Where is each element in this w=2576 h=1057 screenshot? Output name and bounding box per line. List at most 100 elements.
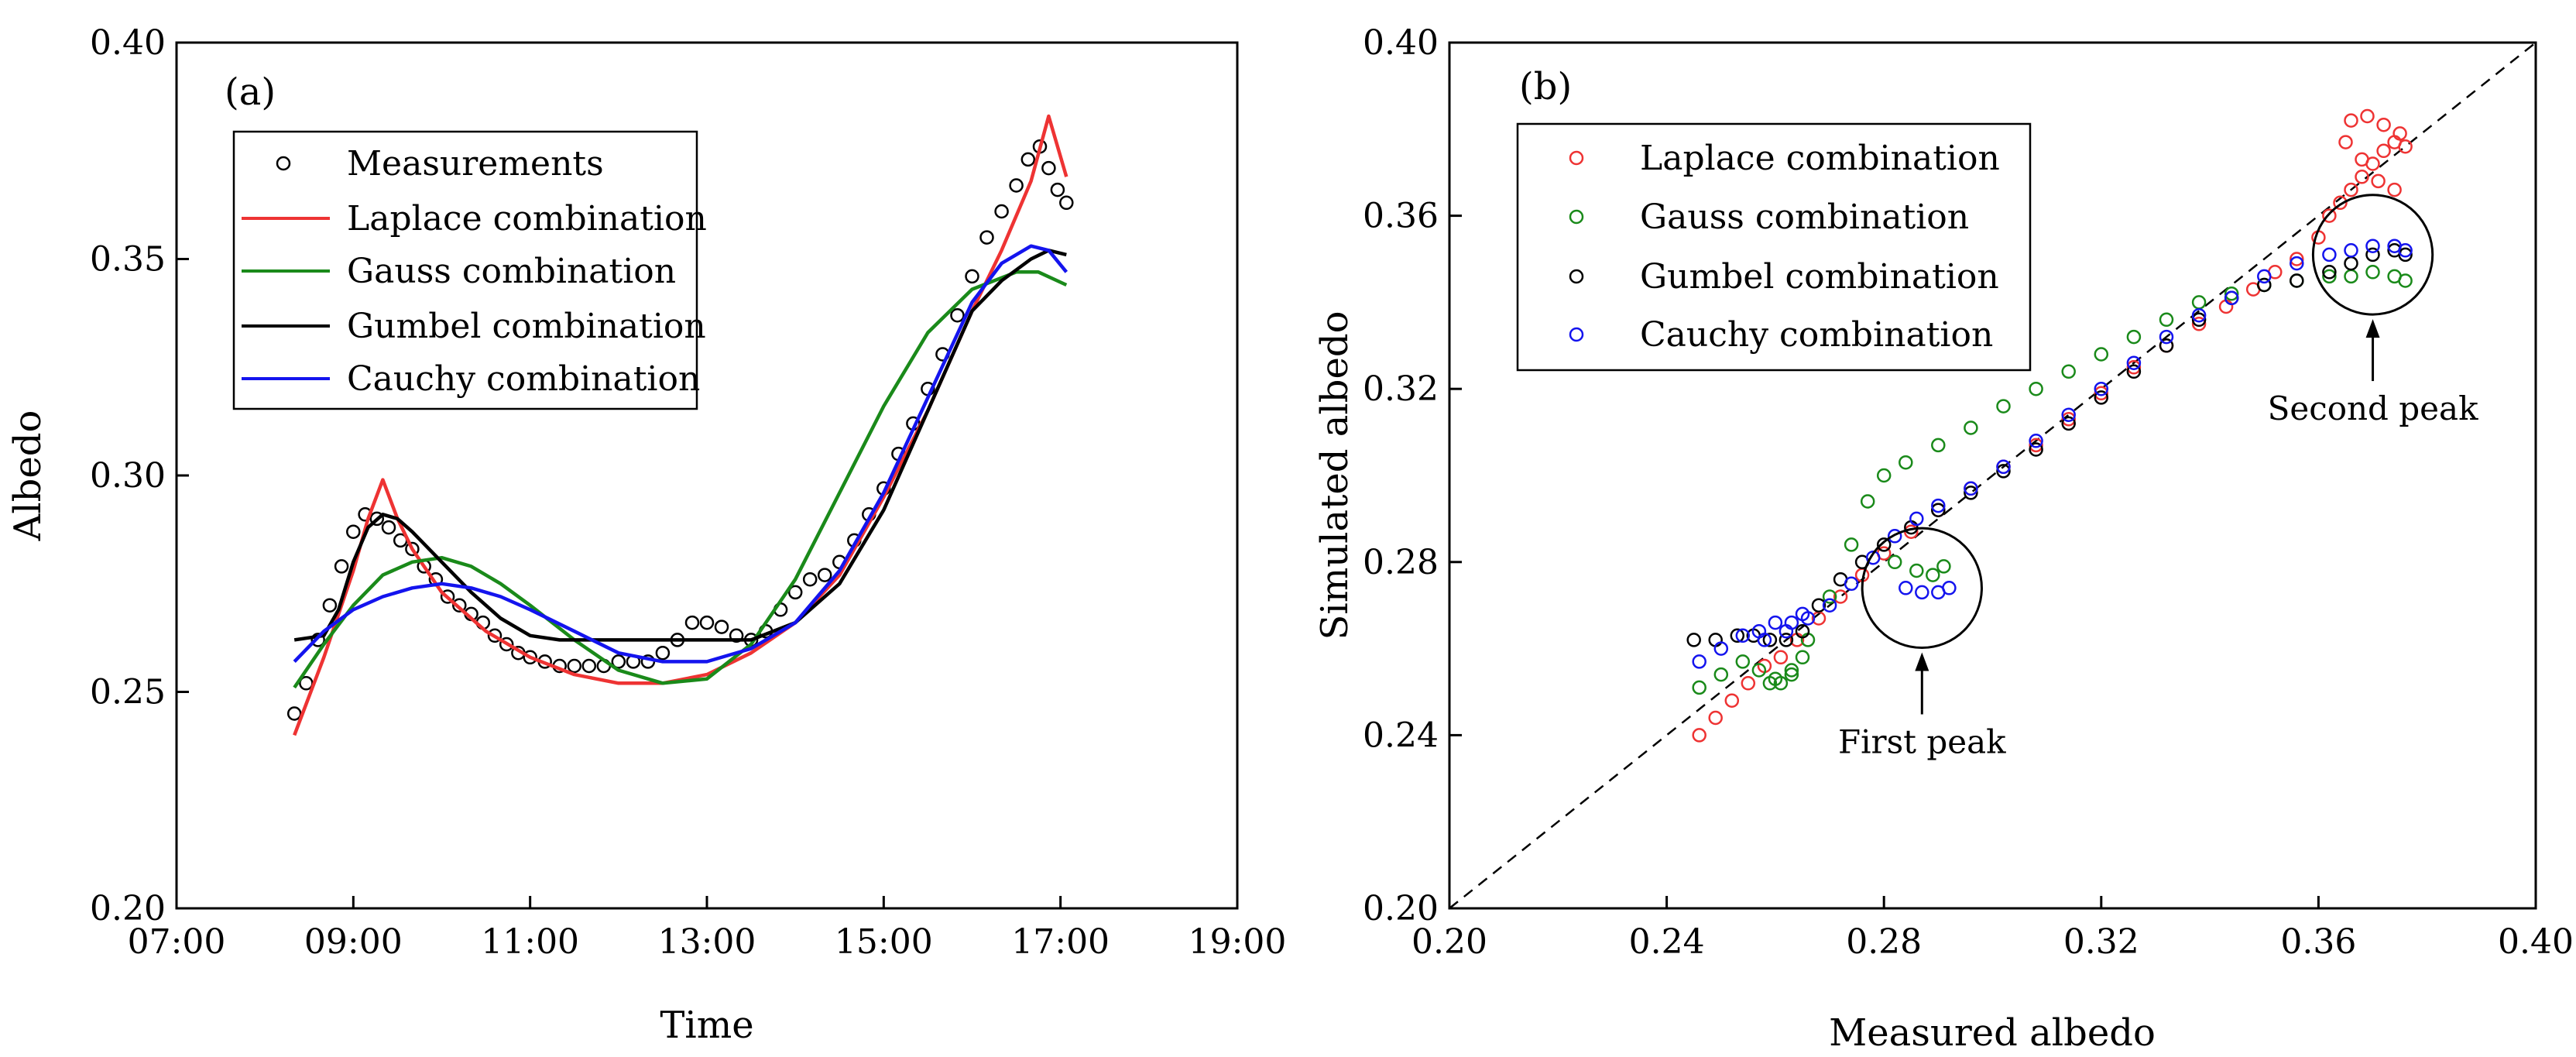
scatter-point-cauchy: [1865, 550, 1881, 565]
scatter-point-cauchy: [1931, 498, 1946, 513]
legend-marker-cauchy-b: [1569, 327, 1584, 342]
measurement-point: [1050, 182, 1065, 197]
scatter-point-cauchy: [2344, 243, 2358, 258]
legend-item-measurements: Measurements: [276, 144, 604, 184]
scatter-point-gauss: [1713, 667, 1729, 682]
scatter-point-laplace: [2126, 360, 2142, 375]
scatter-point-gauss: [1964, 420, 1978, 435]
scatter-point-gauss: [1860, 494, 1875, 509]
scatter-point-laplace: [2387, 182, 2402, 197]
measurement-point: [499, 637, 514, 652]
scatter-point-gumbel: [2365, 247, 2380, 263]
legend-item-gumbel-b: Gumbel combination: [1569, 257, 1999, 297]
scatter-point-laplace: [2191, 317, 2207, 331]
panel-a-x-axis-label: Time: [660, 1004, 753, 1047]
legend-item-gumbel: Gumbel combination: [242, 307, 706, 346]
measurement-point: [523, 650, 537, 665]
scatter-point-laplace: [2371, 173, 2386, 189]
scatter-point-gumbel: [1964, 486, 1978, 500]
scatter-point-laplace: [1741, 676, 1756, 691]
measurement-point: [1009, 178, 1024, 193]
panel-b-x-tick-label: 0.24: [1629, 922, 1705, 962]
panel-b-scatter-points: [1686, 108, 2413, 743]
scatter-point-gauss: [1931, 438, 1946, 453]
scatter-point-gumbel: [1730, 628, 1745, 643]
scatter-point-laplace: [2094, 386, 2109, 401]
scatter-point-gumbel: [2322, 265, 2337, 280]
scatter-point-gumbel: [2029, 442, 2043, 457]
one-to-one-reference-line: [1449, 42, 2537, 909]
scatter-point-gauss: [1768, 671, 1783, 686]
scatter-point-cauchy: [2322, 247, 2337, 263]
scatter-point-laplace: [2398, 139, 2413, 154]
scatter-point-gumbel: [1931, 503, 1946, 517]
panel-a-x-tick-label: 19:00: [1189, 922, 1287, 962]
scatter-point-gauss: [2191, 295, 2207, 310]
legend-item-laplace: Laplace combination: [242, 199, 707, 239]
series-line-cauchy: [293, 244, 1068, 664]
scatter-point-gumbel: [2126, 364, 2142, 379]
measurement-point: [802, 571, 818, 587]
panel-b-scatter: (b) 0.20 0.24 0.28 0.32 0.36 0.40 0.200.240.2…: [1313, 23, 2574, 1055]
panel-a-x-tick-label: 11:00: [481, 922, 579, 962]
scatter-point-gauss: [1926, 568, 1940, 582]
scatter-point-gauss: [2159, 312, 2174, 328]
scatter-point-cauchy: [1757, 633, 1772, 647]
legend-label-gauss-b: Gauss combination: [1640, 197, 1969, 237]
measurement-point: [950, 307, 965, 323]
panel-a-x-tick-label: 07:00: [128, 922, 226, 962]
measurement-point: [729, 628, 744, 643]
legend-label-measurements: Measurements: [347, 144, 604, 184]
measurement-point: [817, 568, 832, 582]
scatter-point-cauchy: [1735, 628, 1751, 643]
scatter-point-gauss: [2365, 265, 2380, 280]
scatter-point-laplace: [2392, 126, 2407, 141]
scatter-point-cauchy: [1822, 598, 1837, 613]
measurement-point: [965, 269, 979, 284]
scatter-point-cauchy: [2257, 269, 2272, 284]
scatter-point-cauchy: [1768, 615, 1783, 630]
measurement-point: [994, 204, 1009, 219]
scatter-point-laplace: [2290, 252, 2304, 266]
legend-label-cauchy: Cauchy combination: [347, 359, 700, 399]
scatter-point-gauss: [1899, 455, 1913, 470]
second-peak-arrowhead: [2365, 319, 2380, 338]
scatter-point-cauchy: [1915, 585, 1929, 600]
scatter-point-gauss: [1909, 563, 1924, 578]
panel-b-x-tick-label: 0.32: [2063, 922, 2139, 962]
measurement-point: [369, 511, 385, 527]
scatter-point-gauss: [2126, 329, 2142, 345]
scatter-point-gauss: [1784, 663, 1799, 678]
measurement-point: [440, 589, 455, 604]
scatter-point-cauchy: [2061, 407, 2076, 422]
scatter-point-cauchy: [1713, 641, 1729, 656]
measurement-point: [346, 524, 361, 539]
scatter-point-cauchy: [1692, 654, 1706, 669]
scatter-point-cauchy: [2159, 329, 2174, 345]
legend-label-gumbel: Gumbel combination: [347, 307, 706, 346]
series-line-gauss: [293, 270, 1068, 689]
scatter-point-gauss: [2322, 269, 2337, 284]
panel-b-label: (b): [1519, 65, 1572, 108]
scatter-point-laplace: [2333, 195, 2348, 211]
legend-item-gauss: Gauss combination: [242, 252, 676, 291]
scatter-point-laplace: [2061, 412, 2076, 427]
panel-b-y-tick-label: 0.40: [1363, 23, 1439, 63]
panel-a-y-tick-label: 0.20: [90, 889, 166, 928]
panel-b-peak-annotations: First peak Second peak: [1838, 194, 2478, 761]
measurement-point: [452, 598, 467, 613]
panel-a-label: (a): [225, 70, 276, 114]
scatter-point-laplace: [2376, 143, 2391, 159]
scatter-point-cauchy: [1909, 511, 1924, 527]
legend-marker-laplace-b: [1569, 150, 1584, 166]
legend-item-cauchy-b: Cauchy combination: [1569, 315, 1993, 355]
measurement-point: [405, 541, 420, 557]
scatter-point-laplace: [2344, 113, 2358, 128]
scatter-point-laplace: [2029, 438, 2043, 453]
scatter-point-gauss: [1795, 650, 1810, 665]
scatter-point-gumbel: [1876, 537, 1892, 552]
scatter-point-cauchy: [2094, 381, 2109, 396]
scatter-point-cauchy: [2191, 307, 2207, 323]
panel-b-legend-box: [1516, 122, 2032, 372]
panel-b-y-tick-label: 0.36: [1363, 197, 1439, 236]
